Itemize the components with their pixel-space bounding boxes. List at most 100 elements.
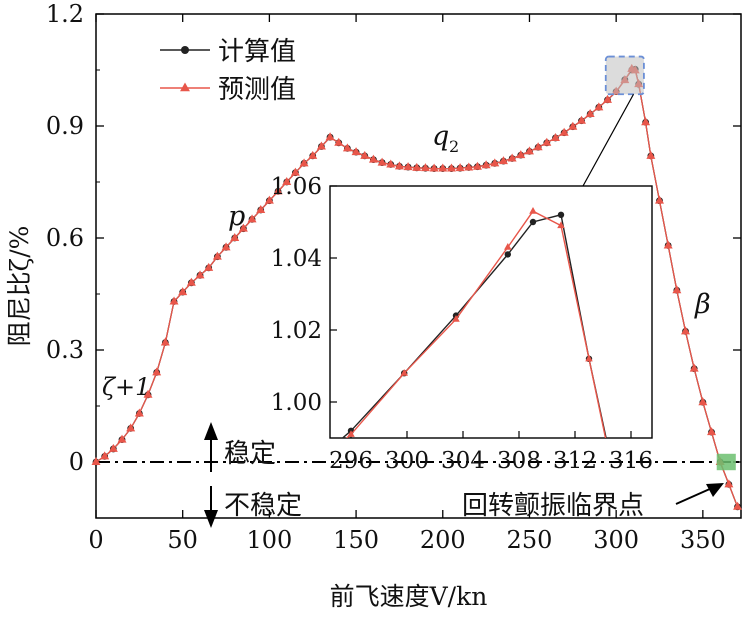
predicted-point xyxy=(134,408,144,417)
predicted-point xyxy=(420,163,430,172)
legend-marker-triangle xyxy=(180,82,190,92)
predicted-point xyxy=(641,117,651,126)
y-axis-label: 阻尼比ζ/% xyxy=(5,226,34,347)
predicted-point xyxy=(498,156,508,165)
inset-predicted-point xyxy=(347,430,355,437)
predicted-point xyxy=(186,277,196,286)
predicted-point xyxy=(152,367,162,376)
predicted-point xyxy=(559,127,569,136)
predicted-point xyxy=(238,223,248,232)
predicted-point xyxy=(316,141,326,150)
predicted-point xyxy=(368,154,378,163)
predicted-point xyxy=(204,262,214,271)
legend-label: 计算值 xyxy=(218,37,296,67)
predicted-point xyxy=(698,397,708,406)
predicted-point xyxy=(403,162,413,171)
predicted-point xyxy=(646,150,656,159)
predicted-point xyxy=(91,457,101,465)
predicted-point xyxy=(308,150,318,159)
predicted-point xyxy=(655,195,665,204)
predicted-point xyxy=(334,137,344,146)
annotation-zeta-plus-1: ζ+1 xyxy=(102,373,150,401)
predicted-point xyxy=(221,242,231,251)
critical-point-arrow-shaft xyxy=(675,487,713,505)
predicted-point xyxy=(342,143,352,152)
predicted-point xyxy=(568,121,578,130)
inset-y-tick-label: 1.00 xyxy=(271,390,322,416)
inset-x-tick-label: 296 xyxy=(329,448,373,474)
predicted-point xyxy=(672,285,682,294)
predicted-point xyxy=(290,167,300,176)
x-tick-label: 0 xyxy=(88,526,103,554)
highlight-boxes xyxy=(582,55,736,471)
inset-predicted-point xyxy=(504,243,512,250)
inset-predicted-point xyxy=(557,221,565,229)
predicted-point xyxy=(707,427,717,436)
legend-label: 预测值 xyxy=(218,75,296,105)
predicted-point xyxy=(585,109,595,118)
predicted-point xyxy=(663,240,673,249)
critical-point-box xyxy=(716,453,736,471)
inset-y-tick-label: 1.02 xyxy=(271,318,322,344)
inset-predicted-point xyxy=(585,354,593,362)
x-axis-label: 前飞速度V/kn xyxy=(330,582,488,611)
predicted-point xyxy=(282,177,292,185)
inset-chart: 296 300 304 308 312 316 1.00 1.02 1.04 1.06 xyxy=(271,174,653,474)
inset-predicted-point xyxy=(529,207,537,214)
predicted-point xyxy=(542,137,552,146)
predicted-point xyxy=(733,501,743,510)
predicted-point xyxy=(602,94,612,103)
predicted-point xyxy=(481,160,491,169)
predicted-point xyxy=(438,163,448,172)
predicted-point xyxy=(126,423,136,432)
inset-x-tick-label: 308 xyxy=(497,448,541,474)
plot-frame xyxy=(95,13,742,519)
stable-label: 稳定 xyxy=(224,439,276,469)
predicted-point xyxy=(108,443,118,452)
x-tick-label: 300 xyxy=(593,526,639,554)
predicted-point xyxy=(247,214,257,223)
peak-zoom-box xyxy=(604,55,645,96)
x-tick-label: 150 xyxy=(333,526,379,554)
stable-arrow-head xyxy=(204,422,218,440)
x-tick-label: 350 xyxy=(680,526,726,554)
annotation-q: q xyxy=(432,121,449,152)
predicted-point xyxy=(160,337,170,346)
predicted-point xyxy=(256,205,266,213)
inset-x-tick-label: 316 xyxy=(609,448,653,474)
y-tick-label: 1.2 xyxy=(46,0,84,28)
predicted-point xyxy=(472,161,482,170)
x-tick-label: 250 xyxy=(507,526,553,554)
critical-point-label: 回转颤振临界点 xyxy=(462,491,644,521)
predicted-point xyxy=(230,233,240,241)
inset-x-tick-label: 312 xyxy=(553,448,597,474)
annotation-p: p xyxy=(228,201,245,232)
x-tick-label: 200 xyxy=(420,526,466,554)
predicted-point xyxy=(325,132,335,141)
predicted-point xyxy=(299,158,309,167)
predicted-point xyxy=(412,162,422,171)
critical-point-arrow-head xyxy=(706,483,724,497)
predicted-point xyxy=(455,163,465,172)
inset-series xyxy=(341,207,607,438)
predicted-point xyxy=(464,162,474,171)
x-tick-label: 100 xyxy=(246,526,292,554)
unstable-label: 不稳定 xyxy=(224,491,302,521)
predicted-point xyxy=(724,479,734,488)
predicted-point xyxy=(169,296,179,305)
predicted-point xyxy=(212,251,222,260)
inset-predicted-point xyxy=(452,315,460,322)
inset-y-tick-label: 1.04 xyxy=(271,246,322,272)
y-tick-label: 0 xyxy=(69,448,84,476)
inset-x-tick-label: 300 xyxy=(385,448,429,474)
predicted-point xyxy=(507,153,517,162)
predicted-point xyxy=(143,389,153,398)
predicted-point xyxy=(490,158,500,167)
predicted-point xyxy=(429,163,439,172)
predicted-point xyxy=(195,270,205,279)
annotation-q-subscript: 2 xyxy=(449,137,459,156)
y-tick-label: 0.6 xyxy=(46,224,84,252)
predicted-point xyxy=(273,186,283,195)
